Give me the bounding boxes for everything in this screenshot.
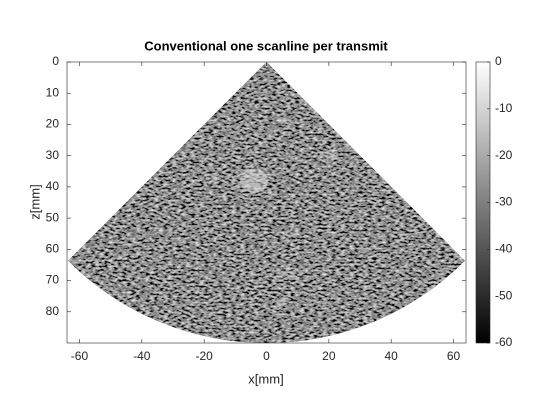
x-tick-label: 40 (385, 349, 399, 363)
y-tick-label: 20 (46, 117, 60, 131)
colorbar-tick-label: -10 (495, 101, 513, 115)
chart-title: Conventional one scanline per transmit (144, 38, 388, 53)
x-tick-label: -20 (195, 349, 213, 363)
y-tick-label: 10 (46, 85, 60, 99)
bright-spot (240, 168, 268, 194)
x-tick-label: -40 (133, 349, 151, 363)
y-tick-label: 30 (46, 148, 60, 162)
colorbar-tick-label: -60 (495, 335, 513, 349)
bright-spot (275, 299, 289, 306)
y-tick-label: 80 (46, 304, 60, 318)
colorbar-tick-label: -20 (495, 148, 513, 162)
bright-spot (205, 172, 222, 183)
colorbar-tick-label: -50 (495, 288, 513, 302)
colorbar-tick-label: 0 (495, 54, 502, 68)
y-tick-label: 50 (46, 210, 60, 224)
speckle-texture (68, 62, 465, 343)
y-tick-label: 70 (46, 273, 60, 287)
x-tick-label: 20 (322, 349, 336, 363)
bright-spot (319, 151, 339, 161)
y-tick-label: 60 (46, 242, 60, 256)
y-axis-label: z[mm] (27, 184, 42, 219)
x-tick-label: 0 (263, 349, 270, 363)
colorbar-tick-label: -30 (495, 195, 513, 209)
x-tick-label: 60 (447, 349, 461, 363)
x-axis-label: x[mm] (248, 371, 283, 386)
bright-spot (285, 230, 298, 237)
colorbar-tick-label: -40 (495, 242, 513, 256)
y-tick-label: 0 (52, 54, 59, 68)
bright-spot (275, 268, 301, 281)
ultrasound-image (68, 62, 465, 343)
y-tick-label: 40 (46, 179, 60, 193)
x-tick-label: -60 (71, 349, 89, 363)
bright-spot (279, 118, 292, 125)
